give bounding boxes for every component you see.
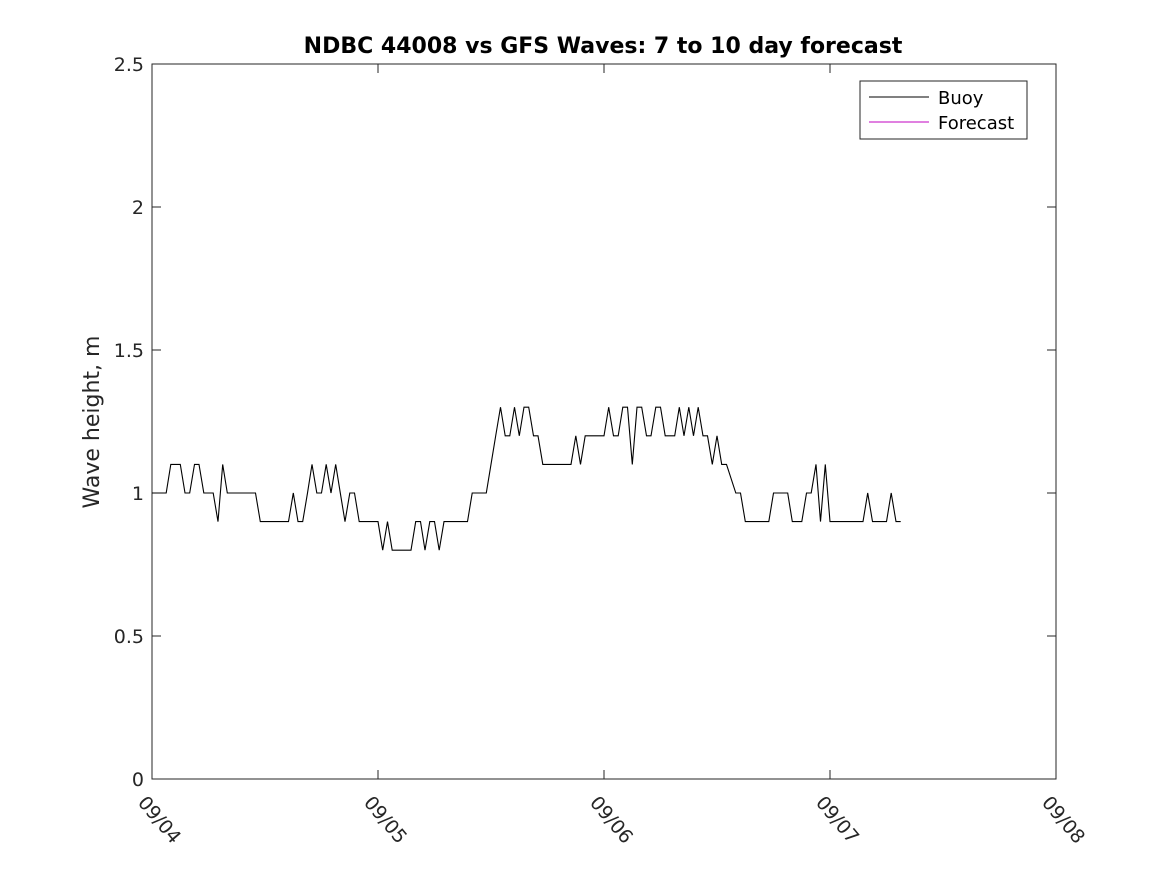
y-tick-label: 0 [132, 769, 144, 791]
chart-title: NDBC 44008 vs GFS Waves: 7 to 10 day for… [304, 34, 903, 59]
y-tick-label: 2 [132, 197, 144, 219]
y-tick-label: 2.5 [114, 54, 144, 76]
y-tick-label: 1 [132, 483, 144, 505]
legend-box [859, 80, 1028, 140]
y-tick-label: 0.5 [114, 626, 144, 648]
y-tick-label: 1.5 [114, 340, 144, 362]
y-axis-label: Wave height, m [80, 336, 105, 509]
legend-label-buoy: Buoy [938, 88, 984, 109]
legend: Buoy Forecast [859, 80, 1028, 140]
legend-label-forecast: Forecast [938, 113, 1014, 134]
series-line-buoy [152, 406, 901, 551]
